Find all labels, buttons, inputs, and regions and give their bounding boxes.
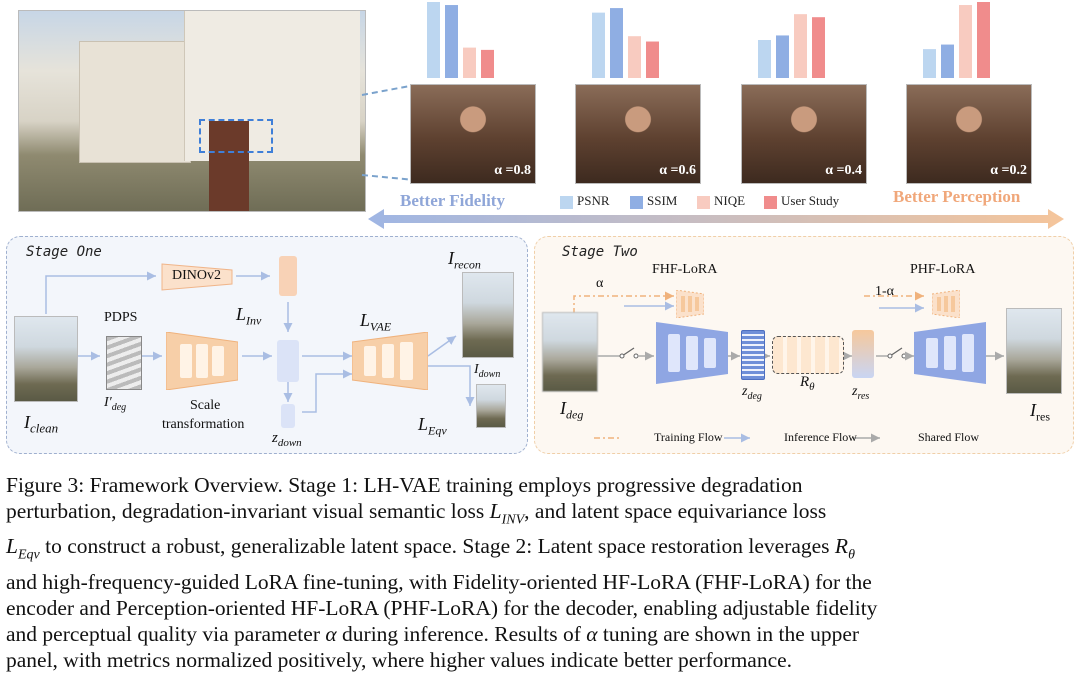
i-deg-prime-label: I′deg: [104, 395, 127, 413]
z-res-block: [852, 330, 874, 378]
metric-bar: [977, 2, 990, 78]
pdps-stack-icon: [106, 336, 142, 390]
caption-line-1: Figure 3: Framework Overview. Stage 1: L…: [6, 473, 803, 497]
decoder-block: [914, 322, 986, 384]
i-res-label: Ires: [1030, 400, 1050, 424]
i-recon-label: Irecon: [448, 248, 481, 272]
l-eqv-label: LEqv: [418, 414, 447, 438]
i-recon-image: [462, 272, 514, 358]
metric-bar: [794, 14, 807, 78]
metric-bar: [646, 41, 659, 78]
encoder-block: [656, 322, 728, 384]
z-deg-grid: [741, 330, 765, 380]
stage-one-title: Stage One: [26, 244, 102, 260]
metric-bar: [776, 35, 789, 78]
phf-lora-label: PHF-LoRA: [910, 262, 976, 277]
alpha-label: α =0.6: [659, 163, 696, 178]
latent-block: [277, 340, 299, 382]
metric-bar: [463, 47, 476, 78]
alpha-label: α =0.8: [494, 163, 531, 178]
fhf-lora-icon: [675, 289, 705, 319]
caption-line-7: panel, with metrics normalized positivel…: [6, 647, 793, 672]
legend-ssim: SSIM: [630, 193, 677, 209]
better-fidelity-label: Better Fidelity: [400, 191, 505, 210]
dinov2-block: DINOv2: [160, 262, 234, 292]
i-res-image: [1006, 308, 1062, 394]
scale-label: Scale: [190, 398, 221, 413]
l-inv-label: LInv: [236, 304, 262, 328]
i-clean-label: Iclean: [24, 412, 59, 436]
caption-line-6: and perceptual quality via parameter α d…: [6, 621, 860, 646]
metric-bar: [610, 8, 623, 78]
i-down-label: Idown: [474, 362, 501, 380]
shared-flow-legend: Shared Flow: [918, 430, 979, 444]
zoom-connector-lines: [361, 84, 416, 181]
metric-bar: [923, 49, 936, 78]
stage-two-arrows: [573, 291, 1004, 443]
metric-bar-charts: [427, 2, 990, 79]
metric-bar: [445, 5, 458, 78]
fidelity-perception-arrow: [368, 209, 1064, 229]
metric-bar: [427, 2, 440, 78]
portrait-alpha-08: α =0.8: [410, 84, 536, 184]
i-clean-image: [14, 316, 78, 402]
legend-user-study: User Study: [764, 193, 839, 209]
caption-line-2: perturbation, degradation-invariant visu…: [6, 499, 827, 528]
metric-bar: [481, 49, 494, 78]
l-vae-label: LVAE: [360, 310, 392, 334]
caption-line-3: LEqv to construct a robust, generalizabl…: [6, 534, 855, 563]
z-down-block: [281, 404, 295, 428]
fhf-lora-label: FHF-LoRA: [652, 262, 718, 277]
phf-lora-icon: [931, 289, 961, 319]
training-flow-legend: Training Flow: [654, 430, 723, 444]
dinov2-feature-bar: [279, 256, 297, 296]
vae-decoder-block: [351, 331, 429, 391]
transformation-label: transformation: [162, 417, 245, 432]
i-deg-label: Ideg: [560, 398, 584, 422]
portrait-alpha-04: α =0.4: [741, 84, 867, 184]
z-deg-label: zdeg: [742, 384, 762, 402]
better-perception-label: Better Perception: [893, 187, 1021, 206]
metric-bar: [628, 36, 641, 78]
inference-flow-legend: Inference Flow: [784, 430, 857, 444]
z-res-label: zres: [852, 384, 870, 402]
alpha-label-stage-two: α: [596, 276, 604, 291]
scale-encoder-block: [165, 331, 239, 391]
street-scene-photo: [18, 10, 366, 212]
caption-line-4: and high-frequency-guided LoRA fine-tuni…: [6, 569, 872, 594]
alpha-label: α =0.4: [825, 163, 862, 178]
pdps-label: PDPS: [104, 310, 138, 325]
metric-bar: [959, 5, 972, 78]
stage-one-arrows: [45, 271, 475, 413]
r-theta-block: [772, 336, 844, 374]
alpha-label: α =0.2: [990, 163, 1027, 178]
legend-psnr: PSNR: [560, 193, 610, 209]
figure-caption: Figure 3: Framework Overview. Stage 1: L…: [6, 472, 1078, 673]
caption-line-5: encoder and Perception-oriented HF-LoRA …: [6, 595, 878, 620]
i-deg-image: [542, 312, 598, 392]
metric-bar: [758, 40, 771, 78]
portrait-alpha-02: α =0.2: [906, 84, 1032, 184]
metric-bar: [941, 44, 954, 78]
stage-two-title: Stage Two: [562, 244, 638, 260]
i-down-image: [476, 384, 506, 428]
portrait-alpha-06: α =0.6: [575, 84, 701, 184]
legend-niqe: NIQE: [697, 193, 745, 209]
metric-bar: [592, 12, 605, 79]
r-theta-label: Rθ: [800, 374, 815, 393]
z-down-label: zdown: [272, 430, 302, 449]
metric-bar: [812, 17, 825, 78]
